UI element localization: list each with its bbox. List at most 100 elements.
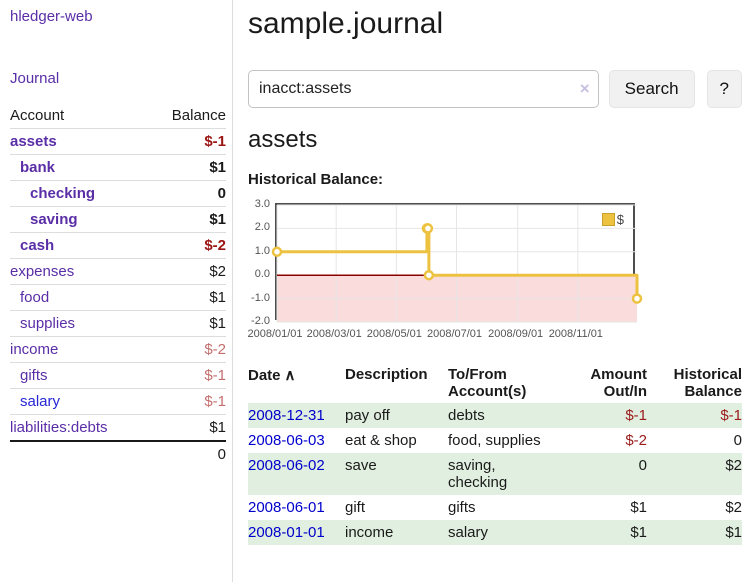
page-title: sample.journal <box>248 7 444 40</box>
account-link-gifts[interactable]: gifts <box>20 367 48 384</box>
y-axis-tick-label: 0.0 <box>254 268 270 281</box>
balance-column-header: Historical Balance <box>673 366 742 400</box>
transaction-row: 2008-06-03 eat & shop food, supplies $-2… <box>248 428 742 453</box>
search-button[interactable]: Search <box>608 70 695 108</box>
account-link-checking[interactable]: checking <box>30 185 96 202</box>
account-link-expenses[interactable]: expenses <box>10 263 75 280</box>
app-title-link[interactable]: hledger-web <box>10 8 93 25</box>
account-balance: $-2 <box>148 336 226 363</box>
account-total-row: 0 <box>10 440 226 467</box>
search-help-button[interactable]: ? <box>706 70 742 108</box>
account-row-liabilities-debts: liabilities:debts $1 <box>10 414 226 442</box>
transaction-description: pay off <box>345 407 390 424</box>
transaction-balance: 0 <box>733 432 742 449</box>
transaction-row: 2008-01-01 income salary $1 $1 <box>248 520 742 545</box>
chart-title: Historical Balance: <box>248 171 384 188</box>
account-balance: $1 <box>148 310 226 337</box>
account-row-expenses: expenses $2 <box>10 258 226 285</box>
transaction-balance: $2 <box>725 457 742 474</box>
description-column-header: Description <box>345 366 428 383</box>
transactions-table: Date ∧ Description To/From Account(s) Amo… <box>248 363 742 545</box>
transaction-amount: $-2 <box>625 432 647 449</box>
account-link-bank[interactable]: bank <box>20 159 56 176</box>
x-axis-tick-label: 2008/05/01 <box>366 328 422 340</box>
account-link-income[interactable]: income <box>10 341 59 358</box>
account-row-salary: salary $-1 <box>10 388 226 415</box>
account-balance: $-1 <box>148 388 226 415</box>
y-axis-tick-label: -2.0 <box>251 315 270 327</box>
transaction-row: 2008-06-01 gift gifts $1 $2 <box>248 495 742 520</box>
account-link-salary[interactable]: salary <box>20 393 61 410</box>
account-balance: $1 <box>148 284 226 311</box>
legend-label: $ <box>616 212 624 227</box>
transaction-date-link[interactable]: 2008-06-01 <box>248 499 325 516</box>
x-axis-tick-label: 2008/11/01 <box>548 328 603 340</box>
account-row-checking: checking 0 <box>10 180 226 207</box>
account-balance: $1 <box>148 414 226 442</box>
account-row-supplies: supplies $1 <box>10 310 226 337</box>
account-row-cash: cash $-2 <box>10 232 226 259</box>
account-link-saving[interactable]: saving <box>30 211 78 228</box>
amount-column-header: Amount Out/In <box>590 366 647 400</box>
balance-column-header: Balance <box>148 103 226 129</box>
account-row-income: income $-2 <box>10 336 226 363</box>
account-balance-table: Account Balance assets $-1 bank $1 check… <box>10 103 226 467</box>
account-balance: $-1 <box>148 362 226 389</box>
y-axis-tick-label: 1.0 <box>254 244 270 257</box>
account-row-saving: saving $1 <box>10 206 226 233</box>
account-balance: $-1 <box>148 128 226 155</box>
transaction-description: eat & shop <box>345 432 417 449</box>
transaction-row: 2008-06-02 save saving, checking 0 $2 <box>248 453 742 495</box>
transaction-description: income <box>345 524 394 541</box>
account-balance: 0 <box>148 180 226 207</box>
y-axis-tick-label: 2.0 <box>254 221 270 234</box>
search-form: × Search ? <box>248 70 742 108</box>
clear-search-icon[interactable]: × <box>579 79 590 98</box>
account-table-header: Account Balance <box>10 103 226 129</box>
main-content: sample.journal × Search ? assets Histori… <box>247 0 742 545</box>
account-link-supplies[interactable]: supplies <box>20 315 76 332</box>
account-row-assets: assets $-1 <box>10 128 226 155</box>
transaction-date-link[interactable]: 2008-06-03 <box>248 432 325 449</box>
transaction-amount: $1 <box>630 524 647 541</box>
transaction-amount: 0 <box>638 457 647 474</box>
y-axis-tick-label: -1.0 <box>251 291 270 304</box>
transactions-header-row: Date ∧ Description To/From Account(s) Amo… <box>248 363 742 403</box>
account-link-liabilities-debts[interactable]: liabilities:debts <box>10 419 108 436</box>
account-balance: $2 <box>148 258 226 285</box>
account-row-bank: bank $1 <box>10 154 226 181</box>
transaction-balance: $2 <box>725 499 742 516</box>
account-row-food: food $1 <box>10 284 226 311</box>
legend-swatch-icon <box>601 213 615 226</box>
transaction-accounts: food, supplies <box>448 432 541 449</box>
transaction-description: gift <box>345 499 366 516</box>
account-row-gifts: gifts $-1 <box>10 362 226 389</box>
x-axis-tick-label: 2008/07/01 <box>426 328 483 340</box>
account-link-food[interactable]: food <box>20 289 50 306</box>
historical-balance-chart: $ 3.0 2.0 1.0 0.0 -1.0 -2.0 2008/01/01 2008/03… <box>247 198 742 353</box>
account-link-assets[interactable]: assets <box>10 133 57 150</box>
x-axis-tick-label: 2008/09/01 <box>488 328 544 340</box>
accounts-total-balance: 0 <box>148 440 226 467</box>
account-page-heading: assets <box>248 126 318 153</box>
search-input[interactable] <box>248 70 599 108</box>
sort-ascending-icon: ∧ <box>284 367 296 384</box>
x-axis-tick-label: 2008/03/01 <box>306 328 362 340</box>
account-link-cash[interactable]: cash <box>20 237 55 254</box>
sidebar-item-journal[interactable]: Journal <box>10 70 60 87</box>
y-axis-tick-label: 3.0 <box>254 198 270 210</box>
transaction-date-link[interactable]: 2008-06-02 <box>248 457 325 474</box>
transaction-amount: $1 <box>630 499 647 516</box>
date-column-header[interactable]: Date ∧ <box>248 367 296 384</box>
accounts-column-header: To/From Account(s) <box>448 366 527 400</box>
transaction-accounts: salary <box>448 524 489 541</box>
transaction-date-link[interactable]: 2008-12-31 <box>248 407 325 424</box>
transaction-date-link[interactable]: 2008-01-01 <box>248 524 325 541</box>
chart-legend: $ <box>601 212 624 227</box>
transaction-description: save <box>345 457 377 474</box>
sidebar: hledger-web Journal Account Balance asse… <box>0 0 233 582</box>
chart-plot-area: $ <box>271 203 643 323</box>
account-balance: $1 <box>148 154 226 181</box>
transaction-accounts: saving, checking <box>448 457 508 491</box>
transaction-amount: $-1 <box>625 407 647 424</box>
